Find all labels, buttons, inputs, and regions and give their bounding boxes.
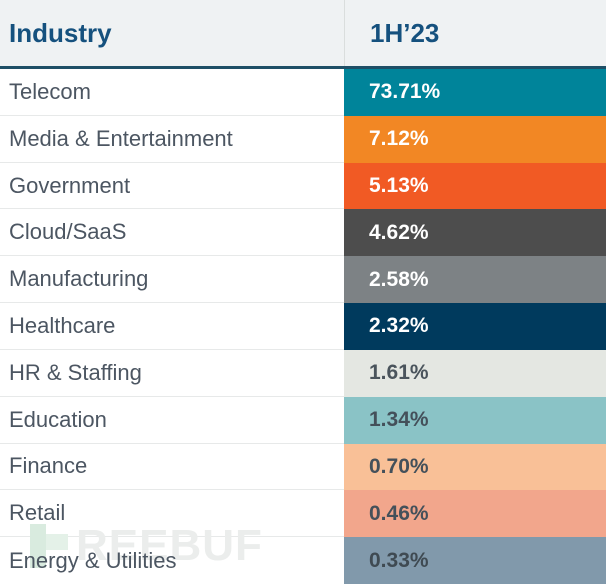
industry-label-cell: Government [0,162,344,210]
table-row: Government 5.13% [0,162,606,210]
table-row: Manufacturing 2.58% [0,256,606,304]
industry-name: Healthcare [9,312,116,338]
table-row: Finance 0.70% [0,443,606,491]
industry-name: Energy & Utilities [9,547,177,573]
industry-name: Government [9,172,131,198]
table-row: Healthcare 2.32% [0,303,606,350]
value-cell: 2.58% [344,256,606,304]
industry-name: Finance [9,453,88,479]
value-cell: 7.12% [344,115,606,163]
industry-name: Education [9,406,107,432]
value-cell: 5.13% [344,162,606,210]
industry-label-cell: Retail [0,490,344,538]
table-row: Cloud/SaaS 4.62% [0,209,606,257]
value-cell: 73.71% [344,69,606,116]
table-row: Retail 0.46% [0,490,606,538]
industry-name: HR & Staffing [9,359,142,385]
industry-name: Media & Entertainment [9,125,233,151]
table-row: Education 1.34% [0,396,606,444]
industry-label-cell: Manufacturing [0,256,344,304]
industry-label-cell: HR & Staffing [0,349,344,397]
industry-label-cell: Finance [0,443,344,491]
industry-label-cell: Media & Entertainment [0,115,344,163]
industry-label-cell: Cloud/SaaS [0,209,344,257]
column-header-industry: Industry [9,17,112,48]
table-row: Telecom 73.71% [0,69,606,116]
table-row: HR & Staffing 1.61% [0,349,606,397]
table-body: Telecom 73.71% Media & Entertainment 7.12% G… [0,69,606,584]
industry-label-cell: Healthcare [0,303,344,350]
industry-name: Cloud/SaaS [9,219,127,245]
value-cell: 0.46% [344,490,606,538]
value-cell: 4.62% [344,209,606,257]
industry-label-cell: Telecom [0,69,344,116]
value-cell: 1.61% [344,349,606,397]
industry-name: Manufacturing [9,266,149,292]
value-cell: 0.33% [344,537,606,584]
table-row: Media & Entertainment 7.12% [0,115,606,163]
industry-label-cell: Energy & Utilities [0,537,344,584]
value-cell: 2.32% [344,303,606,350]
table-header-row: Industry 1H’23 [0,0,606,69]
value-cell: 0.70% [344,443,606,491]
table-row: Energy & Utilities 0.33% [0,537,606,584]
industry-name: Telecom [9,78,91,104]
industry-label-cell: Education [0,396,344,444]
value-cell: 1.34% [344,396,606,444]
industry-name: Retail [9,500,66,526]
column-header-period: 1H’23 [344,0,606,66]
